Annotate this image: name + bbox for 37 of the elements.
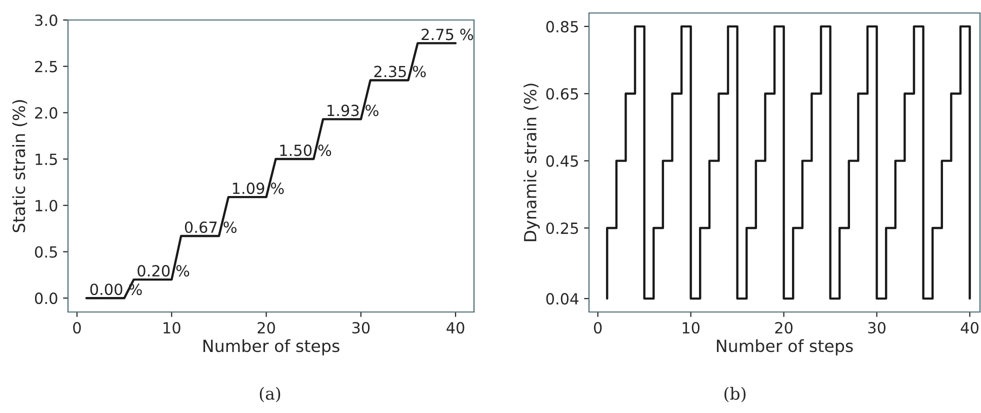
y-tick-label: 0.65 (546, 88, 578, 100)
x-tick-label: 20 (258, 322, 275, 334)
x-axis-title: Number of steps (716, 339, 853, 356)
x-tick-label: 10 (164, 322, 180, 334)
y-tick-label: 1.0 (36, 200, 58, 212)
x-tick-label: 40 (960, 322, 978, 334)
x-tick-label: 30 (868, 322, 886, 334)
data-label: 1.93 % (328, 104, 378, 116)
y-tick-label: 2.0 (35, 107, 58, 119)
x-tick-label: 40 (446, 322, 464, 334)
y-tick-label: 0.5 (34, 246, 57, 258)
text: (a) (260, 386, 280, 402)
data-label: 0.67 % (184, 221, 236, 234)
y-tick-label: 3.0 (35, 14, 58, 26)
x-tick-label: 0 (594, 322, 602, 334)
y-axis-title: Dynamic strain (%) (524, 84, 540, 242)
line-series (85, 42, 457, 300)
text: (b) (724, 386, 746, 402)
x-tick-label: 20 (775, 322, 793, 334)
y-tick-label: 0.25 (546, 222, 578, 234)
y-tick-label: 1.5 (36, 154, 57, 166)
y-tick-label: 0.45 (546, 155, 578, 167)
data-label: 0.20 % (138, 265, 190, 277)
data-label: 2.35 % (374, 66, 426, 78)
x-tick-label: 0 (73, 322, 81, 334)
x-tick-label: 10 (682, 322, 700, 334)
y-tick-label: 0.0 (34, 292, 58, 304)
y-tick-label: 0.85 (546, 20, 578, 32)
data-label: 0.00 % (90, 284, 142, 296)
y-tick-label: 2.5 (35, 60, 57, 72)
y-axis-title: Static strain (%) (12, 100, 28, 232)
data-label: 1.50 % (280, 144, 332, 156)
x-tick-label: 30 (352, 322, 370, 334)
data-label: 2.75 % (422, 28, 474, 40)
y-tick-label: 0.04 (546, 293, 578, 305)
data-label: 1.09 % (232, 182, 284, 194)
x-axis-title: Number of steps (203, 339, 340, 356)
